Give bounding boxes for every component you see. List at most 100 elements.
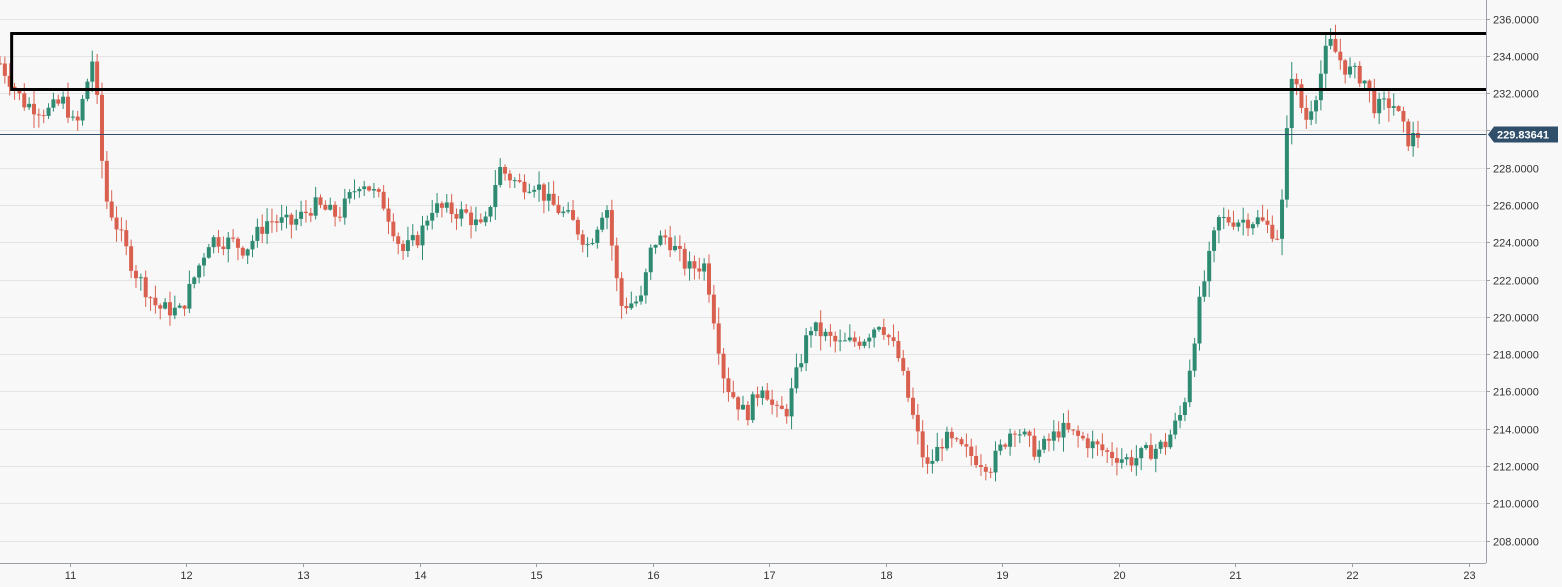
candle-body [1139,448,1144,459]
candle-down [158,303,163,320]
candle-body [226,237,231,250]
candle-body [639,295,644,302]
candle-body [1182,402,1187,415]
candle-body [163,302,168,309]
candle-body [663,235,668,238]
candle-body [269,221,274,223]
candle-up [420,215,425,260]
candle-body [906,370,911,398]
candle-up [347,189,352,204]
candle-down [1071,429,1076,436]
candle-body [182,305,187,309]
candle-body [1119,459,1124,463]
candle-body [1042,438,1047,450]
candle-up [1352,62,1357,79]
candle-body [279,217,284,223]
candle-body [0,63,2,65]
candle-body [998,444,1003,451]
candle-down [779,396,784,410]
candle-body [391,221,396,237]
candle-body [1080,435,1085,439]
candle-up [488,205,493,223]
candle-body [789,388,794,417]
candle-body [308,212,313,216]
candle-up [658,230,663,247]
candle-down [770,389,775,415]
candle-body [1294,78,1299,85]
y-tick-label: 212.0000 [1493,462,1539,474]
candle-up [250,235,255,258]
candle-up [998,439,1003,456]
candle-body [1270,224,1275,239]
candle-body [1377,98,1382,114]
x-tick-label: 17 [763,570,775,582]
candle-body [1396,106,1401,112]
candle-body [27,103,32,108]
candle-body [410,235,415,241]
candle-up [405,226,410,258]
candle-body [881,327,886,335]
candle-body [231,237,236,239]
candle-body [201,257,206,266]
candle-up [352,179,357,200]
candle-body [240,247,245,256]
candle-down [386,197,391,235]
candle-down [274,214,279,233]
candle-body [51,99,56,108]
candle-body [580,234,585,245]
candle-up [1008,428,1013,456]
candle-down [1226,209,1231,226]
candle-down [1076,425,1081,448]
candle-body [1367,80,1372,90]
candle-up [187,270,192,314]
candle-down [1338,38,1343,70]
candle-body [609,210,614,246]
candle-body [1284,128,1289,200]
candle-up [226,232,231,263]
candle-down [1386,89,1391,122]
x-tick-label: 18 [880,570,892,582]
candle-up [930,449,935,474]
candle-up [459,201,464,227]
candle-body [396,236,401,244]
candle-up [605,205,610,230]
candle-body [31,103,36,115]
candle-body [1173,420,1178,435]
candle-down [36,108,41,128]
candle-body [1382,98,1387,100]
candle-body [172,307,177,316]
candle-body [357,189,362,192]
candle-body [556,204,561,214]
candle-body [1168,434,1173,448]
candle-body [1158,441,1163,449]
candle-down [1114,447,1119,476]
candle-down [925,444,930,474]
candle-down [7,63,12,96]
candle-up [1037,440,1042,464]
candle-up [435,193,440,218]
candle-body [1212,230,1217,251]
candle-up [1202,270,1207,302]
candle-body [1027,431,1032,436]
candle-body [634,301,639,304]
candle-down [1270,215,1275,242]
candle-body [1338,51,1343,61]
candle-down [95,53,100,104]
candle-body [1105,450,1110,452]
candle-body [323,204,328,210]
candle-down [318,194,323,209]
candle-down [983,463,988,481]
candle-body [974,455,979,466]
candle-up [371,182,376,198]
candle-body [177,305,182,308]
candle-body [75,116,80,121]
candle-body [1032,435,1037,457]
candle-up [1022,428,1027,437]
candle-down [663,229,668,245]
candle-down [910,387,915,420]
candle-up [634,295,639,307]
candle-body [847,337,852,341]
candle-body [1216,217,1221,231]
candle-down [1032,428,1037,461]
